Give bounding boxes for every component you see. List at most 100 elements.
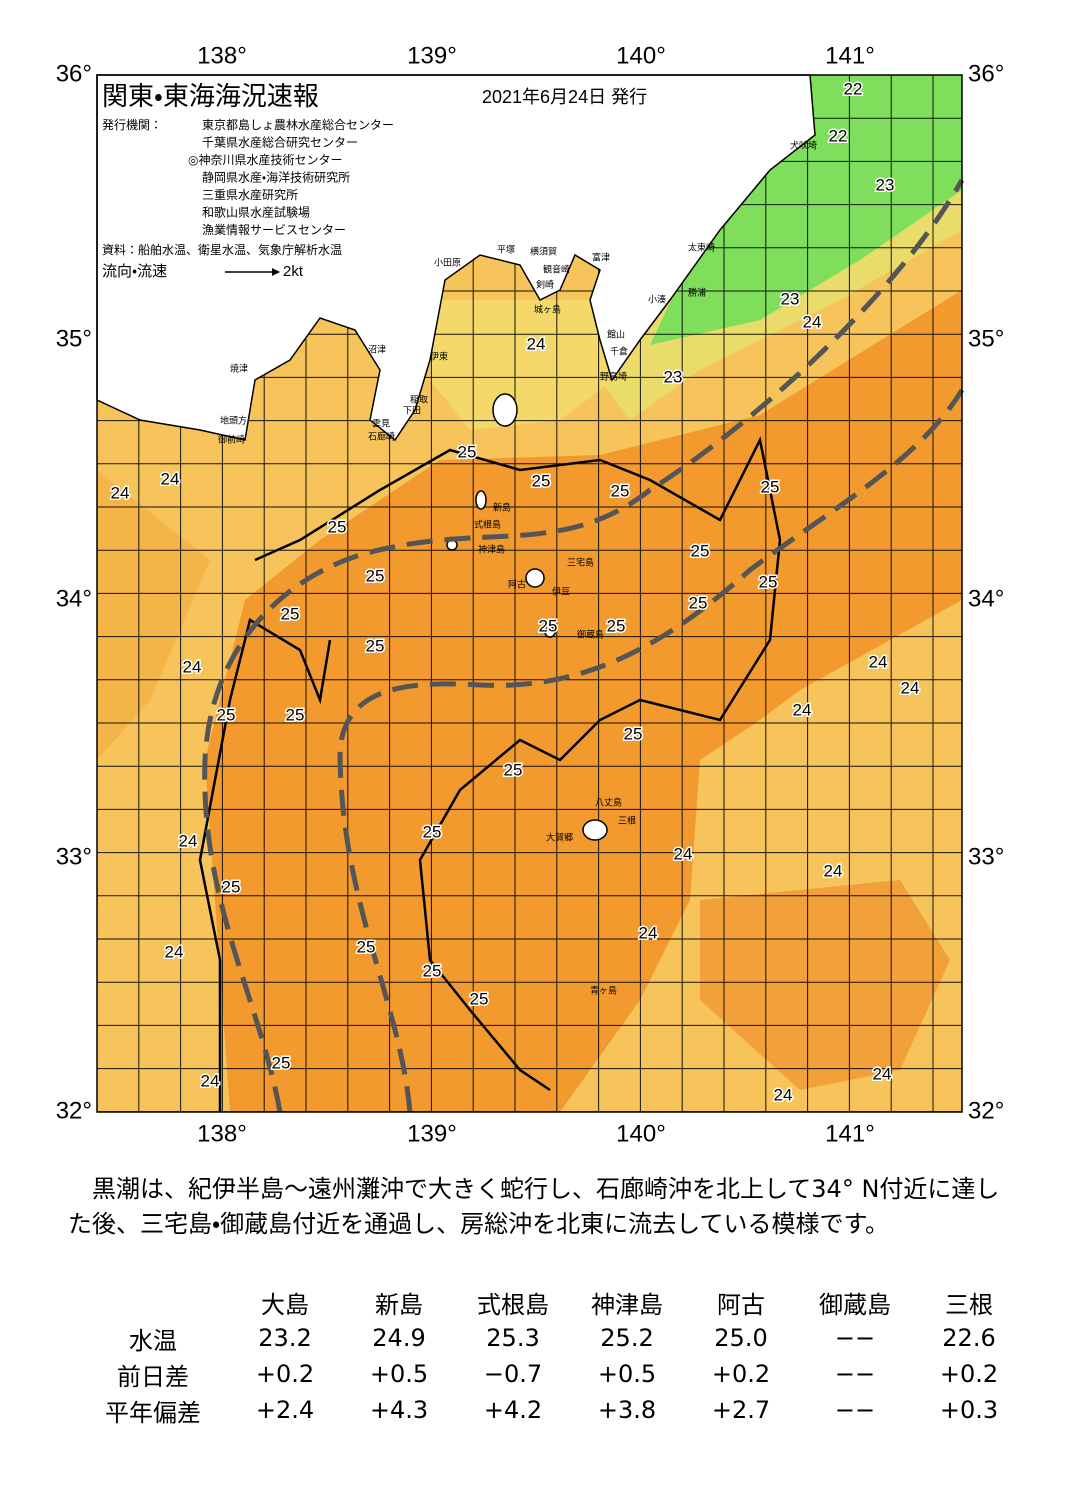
temp-label: 25 [532, 471, 551, 490]
cell: +0.5 [597, 1360, 657, 1388]
island [544, 626, 556, 638]
kuroshio-north [202, 178, 965, 1113]
cell: +4.2 [483, 1396, 543, 1424]
temp-label: 24 [165, 942, 184, 961]
temp-label: 24 [774, 1085, 793, 1104]
place-name: 剣崎 [536, 278, 554, 289]
place-name: 御蔵島 [577, 628, 604, 639]
temp-label: 25 [328, 517, 347, 536]
lat-label: 35° [56, 325, 92, 352]
place-name: 勝浦 [688, 286, 706, 297]
place-name: 新島 [493, 501, 511, 512]
temp-label: 24 [527, 334, 546, 353]
temp-label: 24 [793, 700, 812, 719]
map-frame [96, 74, 963, 1113]
island [492, 393, 518, 427]
place-name: 富津 [592, 251, 610, 262]
isotherm-25 [198, 618, 332, 1112]
cell: +0.2 [939, 1360, 999, 1388]
temp-label: 24 [824, 861, 843, 880]
description: 黒潮は、紀伊半島～遠州灘沖で大きく蛇行し、石廊崎沖を北上して34° N付近に達し… [68, 1175, 1000, 1238]
place-name: 伊豆 [552, 585, 570, 596]
cell: 25.0 [714, 1324, 768, 1352]
flow-arrow-head [272, 268, 280, 276]
temp-label: 25 [611, 481, 630, 500]
title: 関東・東海海況速報 [102, 81, 319, 111]
cell: 22.6 [942, 1324, 996, 1352]
place-name: 三根 [618, 814, 636, 825]
place-name: 青ヶ島 [590, 984, 617, 995]
temp-label: 25 [470, 989, 489, 1008]
lon-label: 141° [825, 1120, 875, 1147]
issuer: 千葉県水産総合研究センター [202, 135, 358, 150]
sea-warm [700, 880, 950, 1090]
cell: +2.4 [255, 1396, 315, 1424]
kuroshio-south [337, 388, 965, 1113]
cell: +0.3 [939, 1396, 999, 1424]
kuroshio-axis [202, 178, 965, 1113]
issuer: 東京都島しょ農林水産総合センター [202, 117, 394, 132]
place-name: 太東崎 [688, 241, 715, 252]
land [96, 74, 816, 442]
place-name: 大賀郷 [546, 831, 573, 842]
temp-label: 25 [286, 705, 305, 724]
temp-label: 23 [664, 367, 683, 386]
temp-label: 25 [366, 566, 385, 585]
place-name: 雲見 [372, 418, 390, 428]
place-name: 館山 [607, 328, 625, 339]
corner [78, 1284, 228, 1320]
lon-label: 139° [407, 1120, 457, 1147]
cell: +3.8 [597, 1396, 657, 1424]
cell: +4.3 [369, 1396, 429, 1424]
lat-label: 34° [968, 585, 1004, 612]
cell: 24.9 [372, 1324, 426, 1352]
place-name: 小田原 [434, 257, 461, 267]
temp-label: 23 [876, 175, 895, 194]
place-name: 石廊崎 [368, 430, 395, 441]
column-header: 神津島 [591, 1290, 663, 1319]
temp-label: 25 [217, 705, 236, 724]
issuer: 和歌山県水産試験場 [202, 205, 310, 220]
temp-label: 24 [111, 483, 130, 502]
issuer: 静岡県水産・海洋技術研究所 [202, 170, 350, 185]
sea-zone [97, 430, 210, 760]
cell: −− [834, 1396, 876, 1424]
source: 資料：船舶水温、衛星水温、気象庁解析水温 [102, 242, 342, 257]
column-header: 大島 [261, 1290, 309, 1319]
cell: −− [834, 1360, 876, 1388]
temp-label: 25 [504, 760, 523, 779]
row-header: 前日差 [117, 1362, 189, 1391]
column-header: 三根 [945, 1290, 993, 1319]
column-header: 阿古 [717, 1290, 765, 1319]
place-name: 阿古 [508, 578, 526, 589]
cell: +0.2 [711, 1360, 771, 1388]
issuer: 漁業情報サービスセンター [202, 223, 346, 237]
temp-label: 24 [901, 678, 920, 697]
lat-label: 36° [968, 60, 1004, 87]
column-header: 式根島 [477, 1290, 549, 1319]
temp-label: 24 [873, 1064, 892, 1083]
issuer: 三重県水産研究所 [202, 188, 298, 202]
place-name: 下田 [403, 405, 421, 415]
temp-label: 24 [183, 657, 202, 676]
cell: 25.2 [600, 1324, 654, 1352]
temp-label: 24 [161, 469, 180, 488]
lat-label: 36° [56, 60, 92, 87]
temp-label: 25 [689, 593, 708, 612]
flow-label: 流向・流速 [102, 263, 167, 280]
place-name: 稲取 [410, 393, 428, 404]
temp-label: 25 [366, 636, 385, 655]
cell: 23.2 [258, 1324, 312, 1352]
sst-table: 大島 新島 式根島 神津島 阿古 御蔵島 三根 水温 23.2 24.9 25.3 25.2 25.0… [78, 1284, 1026, 1428]
column-header: 御蔵島 [819, 1290, 891, 1319]
place-name: 八丈島 [595, 796, 622, 807]
isotherms [198, 436, 782, 1112]
date: 2021年6月24日 発行 [482, 87, 647, 107]
temp-label: 25 [691, 541, 710, 560]
temp-label: 24 [674, 844, 693, 863]
table-header: 大島 新島 式根島 神津島 阿古 御蔵島 三根 [78, 1284, 1026, 1320]
table-row: 前日差 +0.2 +0.5 −0.7 +0.5 +0.2 −− +0.2 [78, 1356, 1026, 1392]
